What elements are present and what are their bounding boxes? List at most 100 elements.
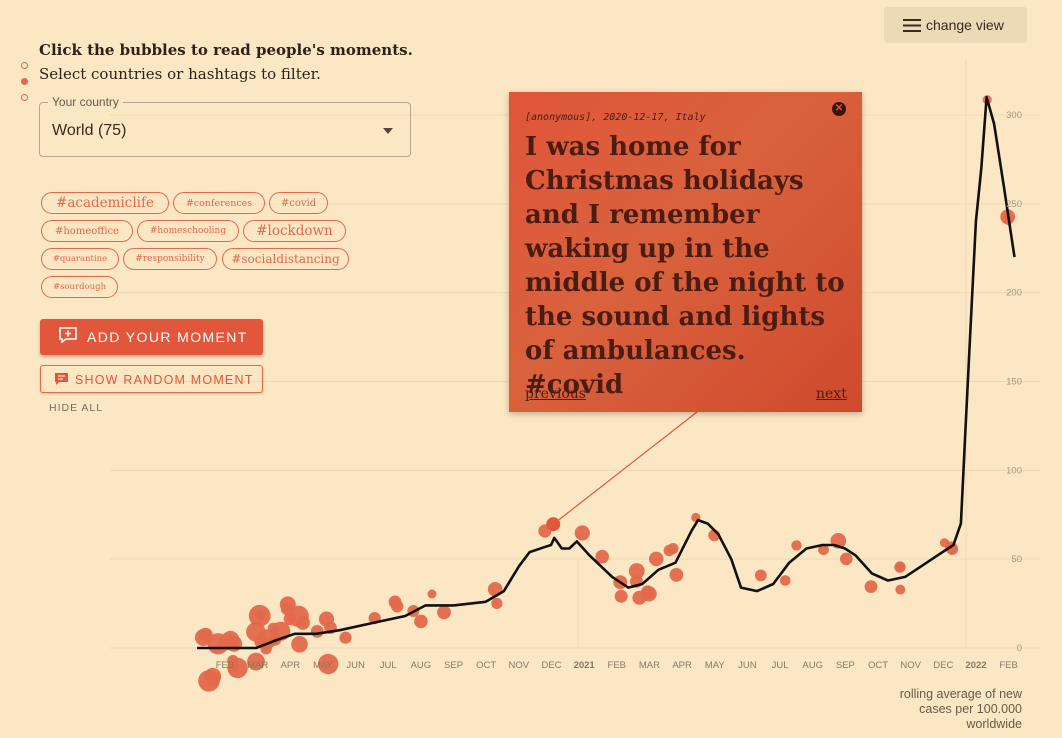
x-tick-label: DEC bbox=[541, 660, 561, 671]
hashtag-chip[interactable]: #covid bbox=[269, 192, 328, 214]
previous-moment-link[interactable]: previous bbox=[525, 386, 586, 402]
moment-text: I was home for Christmas holidays and I … bbox=[525, 132, 845, 400]
y-axis-ticks: 0 50 100 150 200 250 300 bbox=[1006, 110, 1022, 654]
moment-bubble bbox=[669, 568, 684, 582]
hashtag-chip[interactable]: #homeschooling bbox=[137, 220, 239, 242]
country-select[interactable]: Your country World (75) bbox=[39, 95, 411, 157]
moment-bubble bbox=[206, 673, 220, 687]
x-tick-label: SEP bbox=[444, 660, 463, 671]
caption-line: worldwide bbox=[966, 717, 1022, 731]
moment-bubble bbox=[414, 614, 428, 629]
x-tick-label: MAY bbox=[705, 660, 726, 671]
moment-bubble bbox=[194, 629, 212, 646]
comment-icon bbox=[55, 373, 68, 385]
moment-bubble bbox=[894, 561, 906, 573]
x-tick-label: 2022 bbox=[965, 660, 986, 671]
x-tick-label: 2021 bbox=[574, 660, 596, 671]
moment-bubble bbox=[628, 563, 645, 579]
moment-bubble bbox=[391, 600, 404, 613]
moment-bubble bbox=[754, 569, 767, 582]
moment-bubble bbox=[339, 631, 352, 644]
step-dot-2[interactable] bbox=[21, 78, 28, 85]
x-tick-label: OCT bbox=[868, 660, 888, 671]
show-random-moment-button[interactable]: SHOW RANDOM MOMENT bbox=[40, 365, 263, 393]
moment-bubble bbox=[287, 605, 309, 627]
moment-bubble bbox=[632, 590, 647, 605]
y-tick-label: 200 bbox=[1006, 288, 1022, 299]
card-connector-line bbox=[552, 411, 698, 525]
add-moment-button[interactable]: ADD YOUR MOMENT bbox=[40, 319, 263, 355]
moment-bubble bbox=[427, 589, 437, 599]
moment-bubble bbox=[864, 580, 878, 593]
hashtag-chip[interactable]: #sourdough bbox=[41, 276, 118, 298]
caption-line: rolling average of new bbox=[899, 687, 1022, 701]
moment-bubble bbox=[291, 636, 308, 653]
hashtag-chip[interactable]: #conferences bbox=[173, 192, 265, 214]
add-comment-icon bbox=[59, 327, 77, 343]
hide-all-link[interactable]: HIDE ALL bbox=[49, 402, 104, 414]
country-select-value: World (75) bbox=[52, 122, 127, 139]
moment-bubble bbox=[840, 552, 853, 566]
x-tick-label: JUL bbox=[380, 660, 397, 671]
x-tick-label: NOV bbox=[509, 660, 530, 671]
cases-line bbox=[197, 95, 1016, 650]
y-tick-label: 300 bbox=[1006, 110, 1022, 121]
menu-icon bbox=[903, 19, 921, 32]
moment-bubbles bbox=[194, 95, 1016, 692]
hashtag-chip[interactable]: #responsibility bbox=[123, 248, 217, 270]
moment-bubble bbox=[318, 653, 339, 675]
x-tick-label: FEB bbox=[999, 660, 1017, 671]
chart-series bbox=[197, 95, 1016, 650]
x-tick-label: SEP bbox=[836, 660, 855, 671]
moment-bubble bbox=[310, 625, 324, 638]
x-tick-label: MAY bbox=[313, 660, 334, 671]
x-tick-label: APR bbox=[281, 660, 301, 671]
y-tick-label: 50 bbox=[1011, 554, 1022, 565]
x-tick-label: JUL bbox=[772, 660, 789, 671]
hashtag-chip[interactable]: #homeoffice bbox=[41, 220, 133, 242]
x-tick-label: OCT bbox=[476, 660, 496, 671]
step-dot-3[interactable] bbox=[21, 94, 28, 101]
y-tick-label: 150 bbox=[1006, 377, 1022, 388]
moment-bubble bbox=[227, 657, 248, 679]
change-view-label: change view bbox=[926, 17, 1004, 33]
y-axis-caption: rolling average of new cases per 100.000… bbox=[860, 687, 1022, 732]
hashtag-chip[interactable]: #lockdown bbox=[243, 220, 346, 242]
add-moment-label: ADD YOUR MOMENT bbox=[87, 329, 248, 345]
intro-subheading: Select countries or hashtags to filter. bbox=[39, 65, 321, 83]
moment-card: [anonymous], 2020-12-17, Italy ✕ I was h… bbox=[509, 92, 862, 412]
moment-bubble bbox=[818, 544, 829, 556]
hashtag-chip[interactable]: #socialdistancing bbox=[222, 248, 349, 270]
hashtag-chip[interactable]: #academiclife bbox=[41, 192, 169, 214]
moment-bubble bbox=[574, 525, 590, 541]
x-tick-label: APR bbox=[672, 660, 692, 671]
x-tick-label: MAR bbox=[247, 660, 268, 671]
caption-line: cases per 100.000 bbox=[919, 702, 1022, 716]
next-moment-link[interactable]: next bbox=[816, 386, 847, 402]
change-view-button[interactable]: change view bbox=[884, 7, 1027, 43]
y-tick-label: 0 bbox=[1017, 643, 1022, 654]
dropdown-caret-icon bbox=[383, 128, 393, 134]
x-tick-label: FEB bbox=[216, 660, 234, 671]
moment-bubble bbox=[248, 604, 271, 627]
x-tick-label: NOV bbox=[900, 660, 921, 671]
x-tick-label: AUG bbox=[802, 660, 823, 671]
moment-bubble bbox=[649, 551, 664, 567]
x-tick-label: MAR bbox=[639, 660, 660, 671]
moment-bubble bbox=[663, 544, 675, 557]
moment-bubble bbox=[895, 584, 906, 595]
close-icon[interactable]: ✕ bbox=[832, 102, 846, 116]
moment-bubble bbox=[221, 630, 240, 650]
moment-bubble bbox=[780, 575, 791, 586]
moment-bubble bbox=[437, 605, 451, 620]
step-dot-1[interactable] bbox=[21, 62, 28, 69]
moment-bubble bbox=[318, 611, 335, 627]
hashtag-chip[interactable]: #quarantine bbox=[41, 248, 119, 270]
moment-bubble bbox=[491, 597, 503, 610]
moment-bubble bbox=[614, 589, 628, 603]
moment-bubble bbox=[595, 549, 609, 564]
x-tick-label: AUG bbox=[411, 660, 432, 671]
moment-bubble bbox=[247, 652, 265, 671]
x-axis-ticks: FEB MAR APR MAY JUN JUL AUG SEP OCT NOV DEC 2021 FEB… bbox=[216, 660, 1018, 671]
